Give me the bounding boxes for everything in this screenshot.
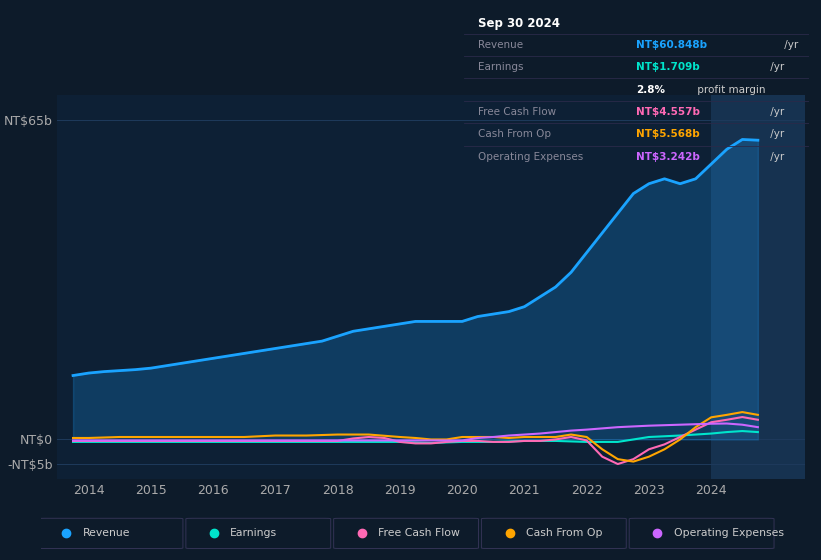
Text: NT$5.568b: NT$5.568b <box>636 129 700 139</box>
Text: profit margin: profit margin <box>695 85 766 95</box>
Text: Free Cash Flow: Free Cash Flow <box>378 529 460 538</box>
Text: 2.8%: 2.8% <box>636 85 665 95</box>
Text: Earnings: Earnings <box>230 529 277 538</box>
Text: Cash From Op: Cash From Op <box>478 129 551 139</box>
Text: Sep 30 2024: Sep 30 2024 <box>478 17 560 30</box>
FancyBboxPatch shape <box>186 519 331 549</box>
Bar <box>711 95 805 479</box>
Text: NT$4.557b: NT$4.557b <box>636 107 700 117</box>
FancyBboxPatch shape <box>629 519 774 549</box>
Text: NT$3.242b: NT$3.242b <box>636 152 700 162</box>
Text: Cash From Op: Cash From Op <box>525 529 603 538</box>
Text: Revenue: Revenue <box>82 529 130 538</box>
Text: Earnings: Earnings <box>478 62 523 72</box>
Text: NT$60.848b: NT$60.848b <box>636 40 708 50</box>
FancyBboxPatch shape <box>38 519 183 549</box>
Text: /yr: /yr <box>767 152 784 162</box>
Text: /yr: /yr <box>767 62 784 72</box>
Text: Free Cash Flow: Free Cash Flow <box>478 107 556 117</box>
Text: Operating Expenses: Operating Expenses <box>673 529 783 538</box>
FancyBboxPatch shape <box>481 519 626 549</box>
Text: Revenue: Revenue <box>478 40 523 50</box>
Text: /yr: /yr <box>767 129 784 139</box>
Text: /yr: /yr <box>767 107 784 117</box>
FancyBboxPatch shape <box>333 519 479 549</box>
Text: NT$1.709b: NT$1.709b <box>636 62 700 72</box>
Text: /yr: /yr <box>781 40 798 50</box>
Text: Operating Expenses: Operating Expenses <box>478 152 583 162</box>
